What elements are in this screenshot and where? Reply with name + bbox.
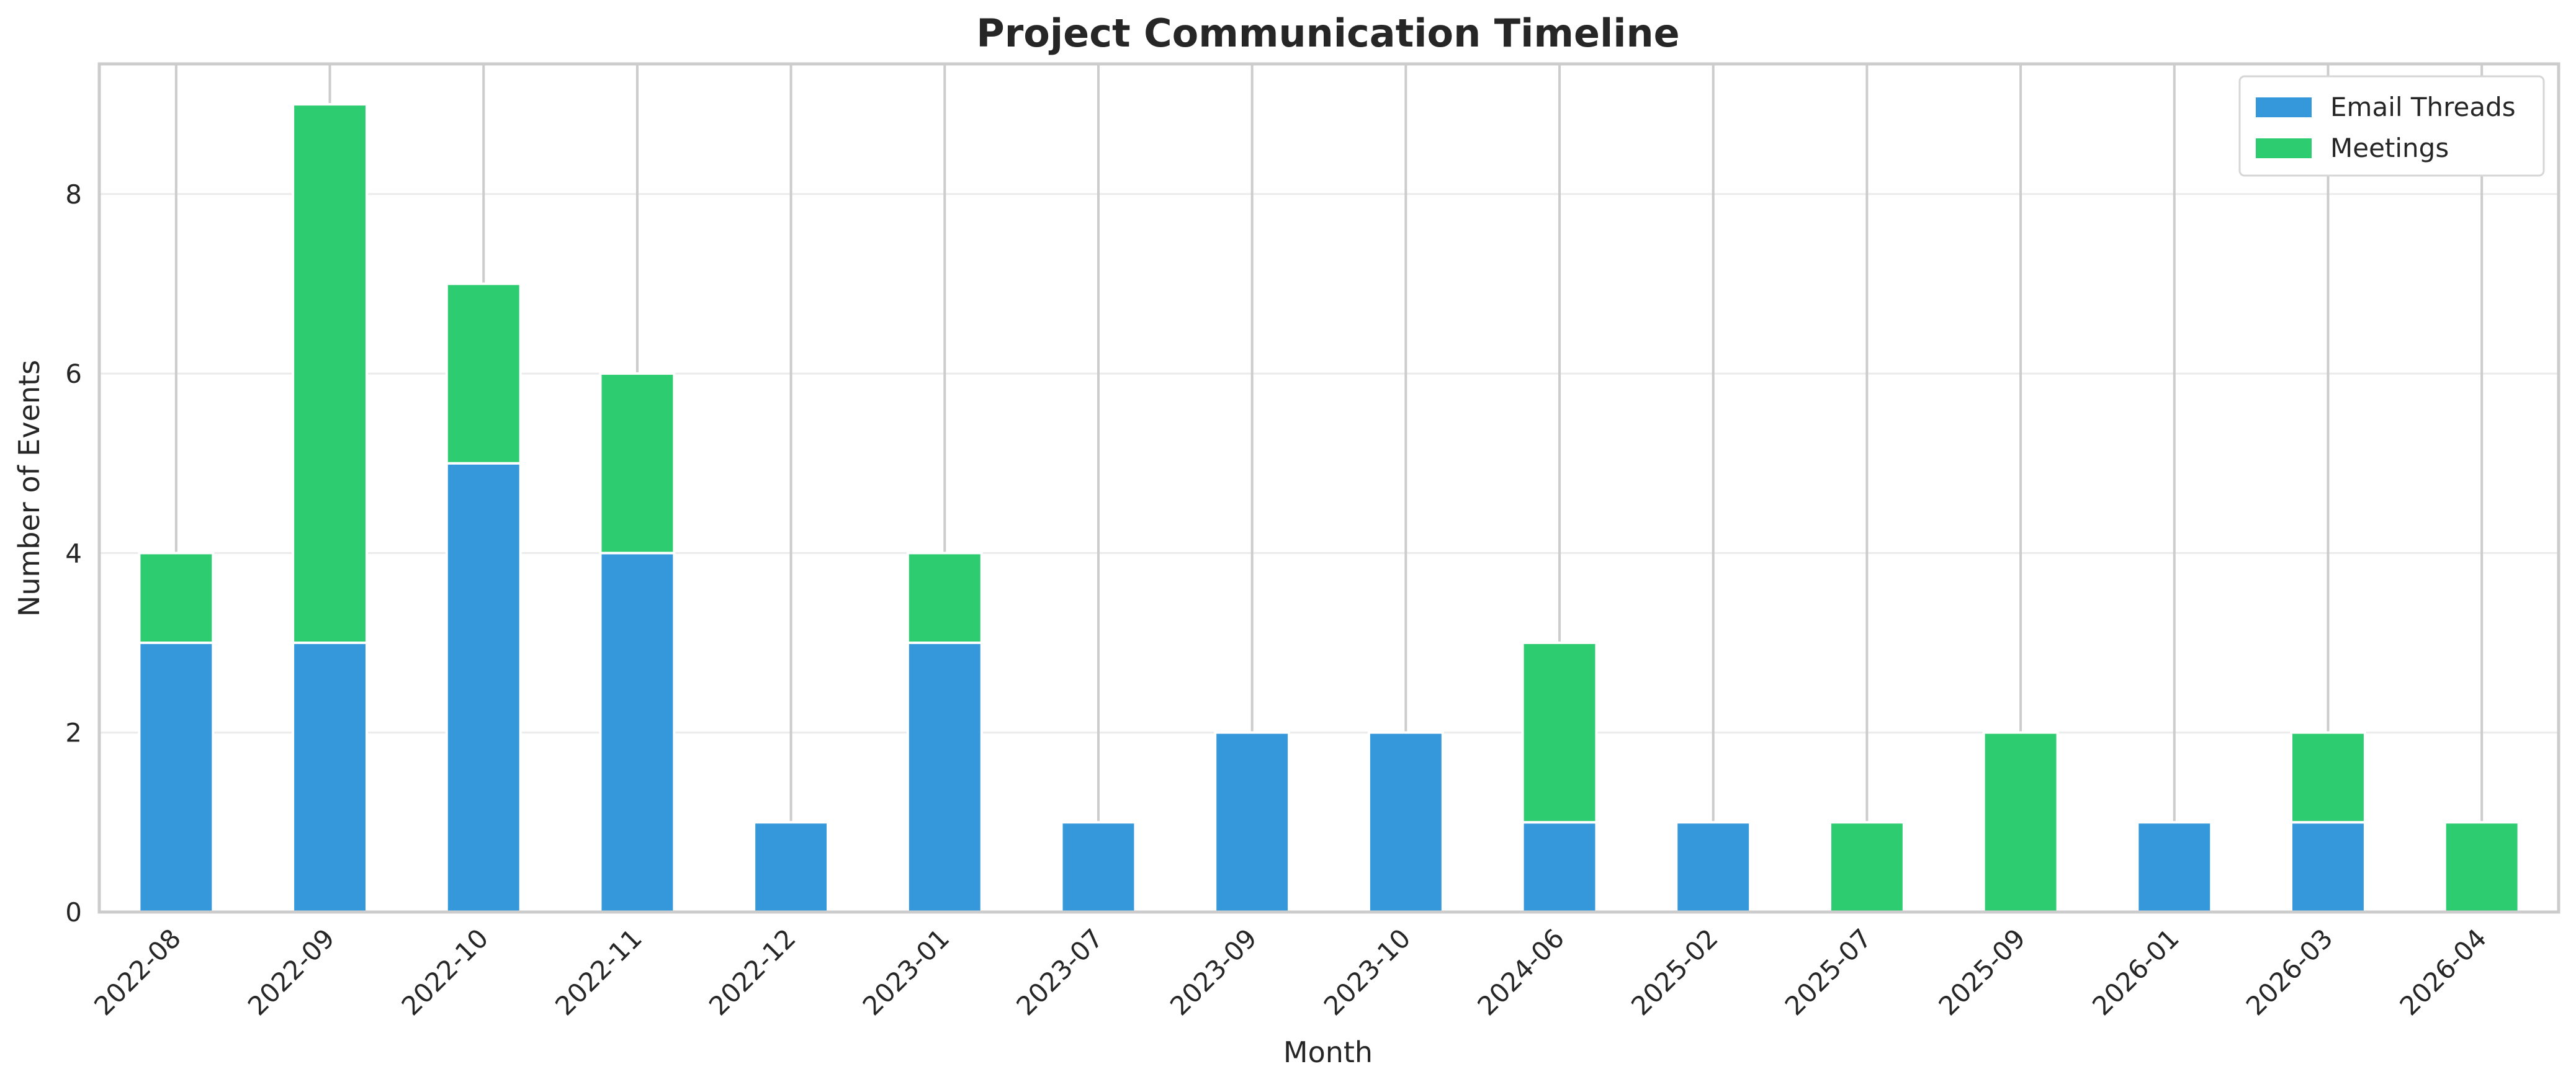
y-tick-label: 2 — [65, 718, 82, 748]
chart-title: Project Communication Timeline — [976, 11, 1679, 56]
y-tick-label: 6 — [65, 359, 82, 389]
y-tick-label: 4 — [65, 538, 82, 568]
bar-segment — [138, 552, 215, 645]
y-tick-label: 8 — [65, 179, 82, 210]
y-tick-label: 0 — [65, 897, 82, 928]
bar-segment — [906, 552, 983, 645]
y-axis-label: Number of Events — [12, 360, 46, 617]
bar-segment — [138, 642, 215, 913]
bar-segment — [2443, 821, 2520, 913]
bar-segment — [906, 642, 983, 913]
legend-swatch — [2256, 138, 2312, 158]
legend-box — [2238, 75, 2545, 177]
bar-segment — [1675, 821, 1752, 913]
bar-segment — [1828, 821, 1905, 913]
bar-segment — [2290, 731, 2366, 824]
bar-segment — [753, 821, 830, 913]
bar-segment — [1214, 731, 1291, 914]
plot-frame — [97, 62, 2560, 914]
bar-segment — [1521, 642, 1598, 824]
bar-segment — [292, 642, 368, 913]
bar-segment — [2136, 821, 2213, 913]
bar-segment — [445, 282, 522, 465]
bar-segment — [1060, 821, 1137, 913]
bar-segment — [1521, 821, 1598, 913]
bar-segment — [445, 462, 522, 913]
bar-segment — [1982, 731, 2059, 914]
legend-label: Meetings — [2330, 133, 2449, 163]
bar-segment — [292, 103, 368, 645]
legend-label: Email Threads — [2330, 92, 2516, 122]
bar-segment — [2290, 821, 2366, 913]
legend-swatch — [2256, 97, 2312, 117]
bar-segment — [599, 372, 676, 555]
x-axis-label: Month — [1283, 1036, 1373, 1069]
bar-segment — [599, 552, 676, 913]
bar-segment — [1367, 731, 1444, 914]
